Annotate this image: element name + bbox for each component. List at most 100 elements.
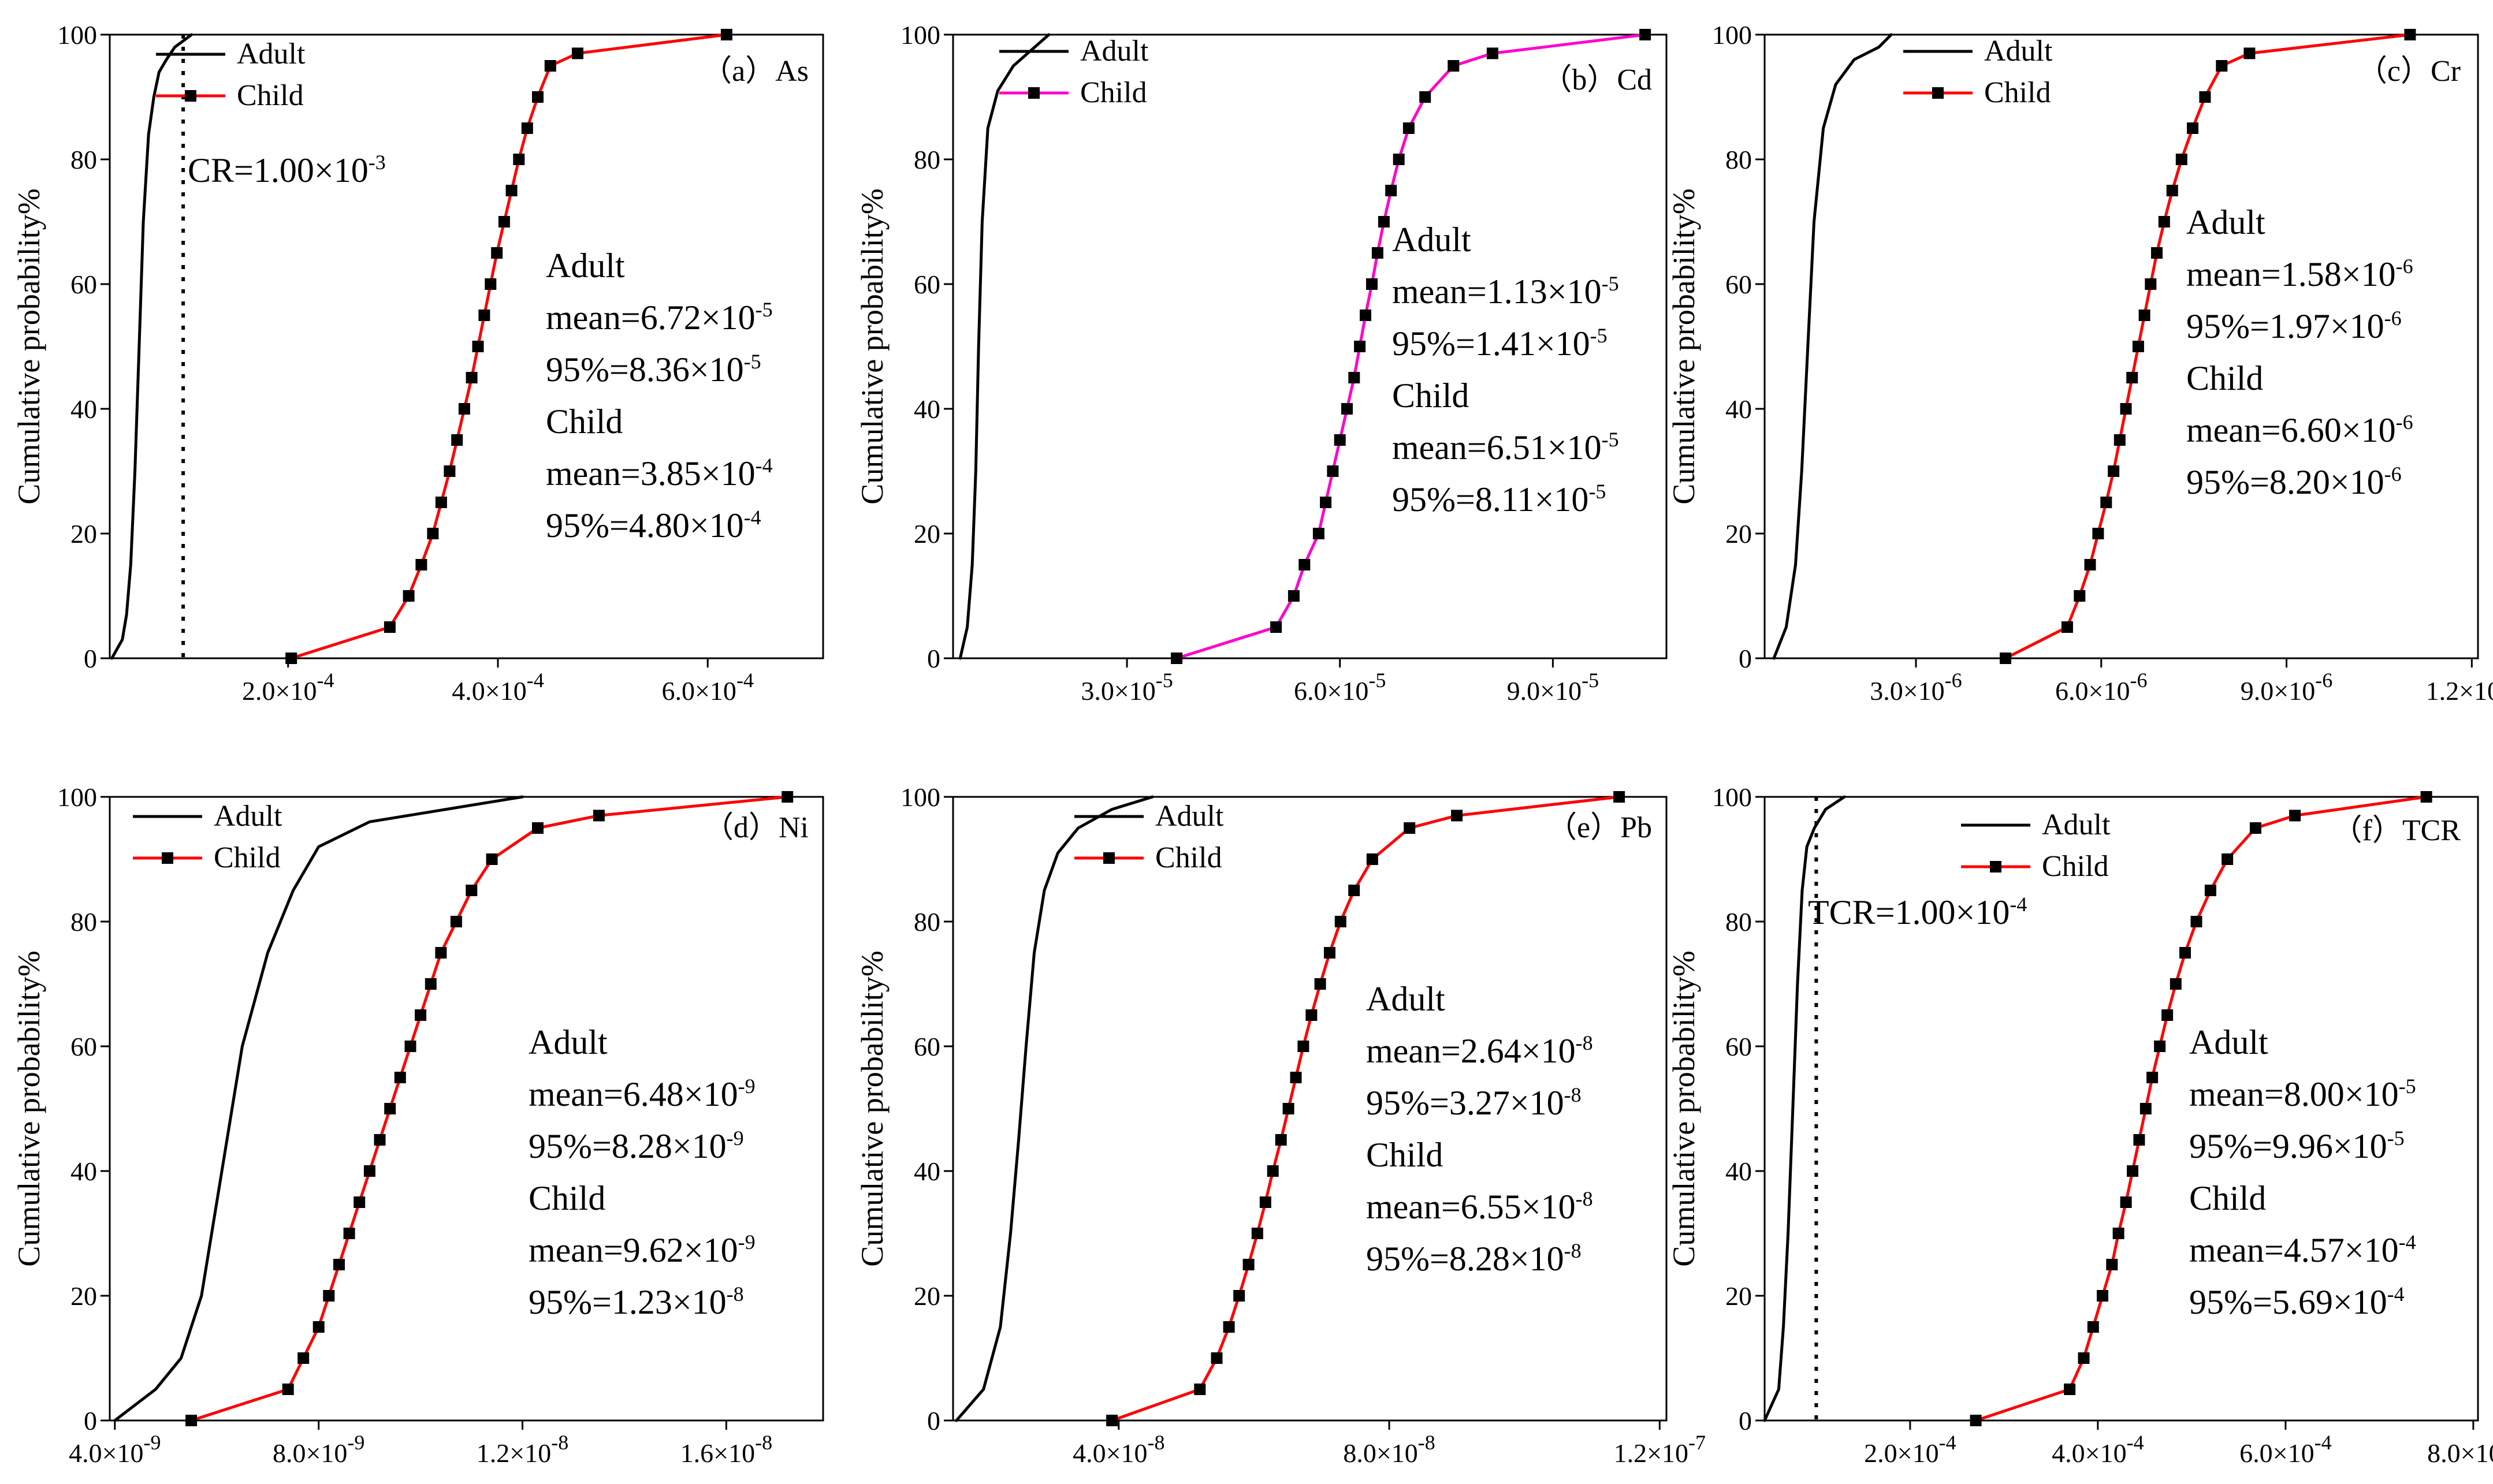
child-data-point: [498, 216, 510, 228]
y-tick-label: 100: [57, 20, 97, 50]
stat-p95: 95%=9.96×10-5: [2189, 1127, 2405, 1165]
child-data-point: [2106, 1259, 2118, 1270]
child-data-point: [1267, 1165, 1279, 1177]
child-data-point: [572, 47, 583, 59]
y-tick-label: 100: [901, 20, 940, 50]
child-data-point: [2146, 1072, 2159, 1083]
child-data-point: [2166, 185, 2178, 196]
legend-marker: [162, 852, 173, 864]
y-tick-label: 40: [1725, 394, 1752, 424]
y-tick-label: 80: [914, 145, 940, 174]
child-data-point: [282, 1384, 294, 1395]
child-data-point: [451, 434, 463, 446]
child-data-point: [2120, 403, 2132, 415]
child-data-point: [1194, 1384, 1206, 1395]
child-data-point: [323, 1290, 335, 1302]
y-tick-label: 40: [70, 394, 97, 424]
panel-label: （e）Pb: [1547, 811, 1652, 844]
child-data-point: [2222, 853, 2234, 865]
x-tick-label: 4.0×10-4: [2052, 1431, 2144, 1468]
child-data-point: [185, 1415, 198, 1426]
child-data-point: [1613, 791, 1625, 803]
child-data-point: [1360, 310, 1371, 321]
x-tick-label: 8.0×10-4: [2427, 1431, 2493, 1468]
plot-frame: [109, 33, 824, 659]
panel-label: （a）As: [702, 55, 809, 88]
y-tick-label: 60: [1725, 1032, 1752, 1061]
child-data-point: [425, 978, 437, 990]
child-series-line: [2004, 33, 2412, 660]
plot-frame: [952, 796, 1668, 1422]
child-data-point: [2100, 497, 2112, 508]
x-tick-label: 8.0×10-8: [1343, 1431, 1435, 1468]
child-data-point: [1371, 247, 1383, 259]
x-tick-label: 4.0×10-8: [1073, 1431, 1164, 1468]
y-tick-label: 100: [901, 782, 940, 812]
child-data-point: [2114, 434, 2126, 446]
child-data-point: [782, 791, 794, 803]
child-data-point: [363, 1165, 375, 1177]
child-data-point: [1348, 885, 1360, 896]
y-tick-label: 20: [914, 1281, 940, 1311]
stat-p95: 95%=8.28×10-9: [529, 1127, 744, 1165]
child-data-point: [1341, 403, 1353, 415]
child-data-point: [1251, 1228, 1263, 1239]
legend-entry: Child: [1080, 76, 1147, 109]
x-tick-label: 3.0×10-5: [1081, 669, 1173, 706]
stat-p95: 95%=3.27×10-8: [1366, 1083, 1582, 1122]
child-data-point: [2404, 29, 2416, 40]
y-tick-label: 0: [927, 1406, 940, 1435]
child-data-point: [374, 1134, 386, 1146]
stat-p95: 95%=1.41×10-5: [1392, 324, 1608, 363]
child-data-point: [2112, 1228, 2124, 1239]
stat-mean: mean=6.72×10-5: [546, 298, 773, 337]
child-data-point: [2187, 122, 2198, 134]
child-data-point: [450, 916, 462, 927]
child-data-point: [435, 497, 447, 508]
stat-group-title: Child: [546, 402, 623, 441]
adult-series-line: [110, 33, 194, 660]
y-tick-label: 80: [914, 907, 940, 937]
child-data-point: [1288, 590, 1300, 602]
child-data-point: [2132, 341, 2144, 352]
stat-mean: mean=4.57×10-4: [2189, 1231, 2416, 1269]
adult-series-line: [955, 795, 1154, 1422]
stat-group-title: Child: [529, 1179, 605, 1217]
child-data-point: [2190, 916, 2202, 927]
legend-entry: Adult: [2042, 808, 2111, 841]
legend-entry: Child: [1984, 76, 2051, 109]
y-tick-label: 20: [70, 1281, 97, 1311]
y-tick-label: 100: [1712, 782, 1752, 812]
child-series-line: [1974, 795, 2428, 1422]
child-data-point: [1448, 60, 1460, 72]
child-data-point: [343, 1228, 355, 1239]
child-data-point: [466, 885, 478, 896]
y-tick-label: 0: [84, 644, 97, 673]
legend-entry: Child: [237, 79, 304, 112]
threshold-label: TCR=1.00×10-4: [1808, 893, 2027, 931]
stat-group-title: Adult: [2189, 1023, 2268, 1061]
child-data-point: [384, 621, 396, 633]
x-tick-label: 9.0×10-5: [1507, 669, 1599, 706]
child-data-point: [2139, 1103, 2152, 1114]
child-data-point: [2216, 60, 2228, 72]
child-data-point: [1297, 1041, 1309, 1052]
child-data-point: [2154, 1041, 2166, 1052]
child-data-point: [2199, 91, 2211, 103]
child-data-point: [2087, 1321, 2099, 1333]
legend-marker: [1932, 87, 1944, 99]
y-tick-label: 80: [70, 907, 97, 937]
child-data-point: [2161, 1009, 2174, 1021]
child-data-point: [1385, 185, 1397, 196]
stat-group-title: Child: [1366, 1136, 1443, 1174]
x-tick-label: 2.0×10-4: [1864, 1431, 1956, 1468]
y-tick-label: 60: [1725, 270, 1752, 299]
chart-panel: 0 20 40 60 80 100 2.0×10-4 4.0×10-4 6.0×10-4 8.0×…: [1666, 782, 2493, 1468]
stat-group-title: Adult: [2186, 203, 2265, 241]
x-tick-label: 1.2×10-8: [477, 1431, 568, 1468]
y-tick-label: 40: [914, 394, 940, 424]
stat-mean: mean=6.55×10-8: [1366, 1187, 1593, 1226]
x-tick-label: 1.2×10-7: [1614, 1431, 1706, 1468]
child-data-point: [2179, 947, 2191, 959]
x-tick-label: 1.2×10-5: [2426, 669, 2493, 706]
